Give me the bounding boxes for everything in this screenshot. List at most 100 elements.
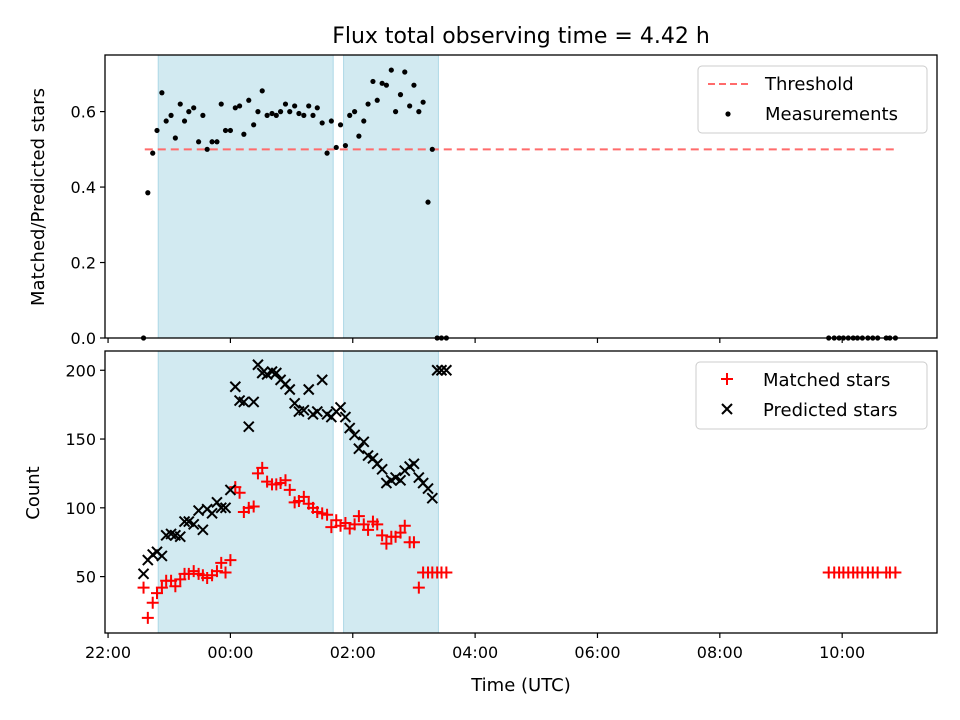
predicted-star-point (422, 482, 434, 495)
predicted-star-point (224, 484, 237, 496)
predicted-star-point (316, 374, 328, 386)
shaded-region-0 (157, 350, 334, 634)
legend-matched-label: Matched stars (763, 370, 890, 391)
matched-star-point (155, 581, 168, 594)
y-tick-label: 0.2 (71, 254, 96, 273)
y-tick-label: 0.4 (71, 178, 96, 197)
predicted-star-point (394, 474, 407, 487)
bottom-y-ticks: 50 100 150 200 (65, 361, 105, 587)
measurement-point (287, 109, 293, 115)
matched-star-point (297, 490, 310, 503)
measurement-point (154, 127, 160, 134)
bottom-legend-frame (695, 361, 928, 430)
measurement-point (277, 109, 284, 115)
x-tick-label: 08:00 (697, 643, 743, 662)
matched-star-point (380, 537, 393, 550)
measurement-point (168, 112, 174, 118)
y-tick-label: 0.0 (71, 329, 96, 348)
y-tick-label: 200 (65, 361, 96, 380)
matched-star-point (141, 611, 154, 624)
measurement-point (337, 122, 344, 128)
measurement-point (200, 112, 206, 118)
measurement-point (319, 120, 325, 126)
measurement-point (370, 78, 376, 85)
measurement-point (383, 82, 390, 88)
x-axis-label: Time (UTC) (470, 675, 571, 696)
matched-star-point (352, 510, 365, 523)
predicted-star-point (137, 568, 150, 580)
matched-star-point (219, 566, 232, 579)
predicted-star-point (197, 524, 209, 536)
measurement-point (333, 144, 339, 151)
matched-star-point (210, 565, 223, 578)
bottom-x-ticks: 22:00 00:00 02:00 04:00 06:00 08:00 10:00 (85, 633, 865, 662)
predicted-star-point (431, 364, 443, 376)
matched-star-point (215, 556, 228, 569)
measurement-point (429, 146, 435, 152)
x-tick-label: 10:00 (819, 643, 865, 662)
legend-threshold-label: Threshold (764, 74, 854, 95)
predicted-star-point (284, 383, 296, 396)
measurement-point (246, 97, 252, 103)
x-tick-label: 04:00 (452, 643, 498, 662)
top-y-ticks: 0.0 0.2 0.4 0.6 (71, 103, 105, 348)
measurement-point (296, 110, 302, 117)
predicted-star-point (206, 507, 218, 520)
bottom-shaded-regions (157, 350, 439, 634)
matched-star-point (169, 580, 182, 593)
measurement-point (420, 99, 426, 105)
legend-measurements-swatch (725, 111, 731, 117)
predicted-star-point (334, 401, 347, 414)
measurement-point (196, 139, 202, 145)
matched-stars-points (137, 461, 902, 624)
matched-star-point (440, 566, 453, 579)
measurement-point (145, 190, 151, 196)
measurement-point (282, 101, 289, 107)
measurement-point (264, 112, 270, 118)
predicted-star-point (174, 530, 186, 543)
measurement-point (214, 139, 220, 145)
measurement-point (255, 109, 261, 115)
predicted-star-point (339, 411, 352, 423)
predicted-stars-points (137, 359, 453, 580)
predicted-star-point (219, 502, 232, 514)
y-tick-label: 50 (76, 568, 96, 587)
shaded-region-0 (157, 54, 334, 339)
top-x-ticks (107, 338, 843, 343)
shaded-region-1 (343, 350, 439, 634)
measurement-point (342, 142, 349, 149)
matched-star-point (233, 486, 246, 499)
predicted-star-point (298, 404, 310, 416)
predicted-star-point (408, 458, 420, 470)
top-panel: 0.0 0.2 0.4 0.6 Matched/Predicted stars Thr… (28, 54, 938, 348)
legend-matched-swatch (721, 373, 733, 385)
measurement-point (163, 118, 169, 124)
matched-star-point (889, 566, 902, 579)
matched-star-point (279, 474, 292, 487)
predicted-star-point (440, 364, 453, 376)
measurement-point (402, 69, 408, 75)
top-axes-frame (104, 54, 938, 339)
bottom-legend: Matched stars Predicted stars (695, 361, 928, 430)
predicted-star-point (247, 396, 260, 408)
predicted-star-point (178, 515, 191, 528)
measurement-point (379, 80, 385, 86)
bottom-panel: 50 100 150 200 22:00 00:00 02:00 04:00 06:00 08:… (23, 350, 938, 696)
chart-title: Flux total observing time = 4.42 h (332, 24, 710, 49)
x-tick-label: 22:00 (85, 643, 131, 662)
legend-measurements-label: Measurements (765, 104, 898, 125)
matched-star-point (321, 508, 334, 521)
x-tick-label: 02:00 (330, 643, 376, 662)
predicted-star-point (426, 492, 439, 504)
measurement-point (306, 103, 312, 109)
predicted-star-point (343, 422, 356, 434)
measurement-point (222, 127, 229, 134)
measurement-point (186, 109, 192, 115)
measurement-point (232, 105, 238, 111)
measurement-point (177, 101, 183, 107)
measurement-point (352, 109, 358, 115)
y-tick-label: 150 (65, 430, 96, 449)
predicted-star-point (435, 364, 448, 376)
bottom-axes-frame (104, 350, 938, 634)
